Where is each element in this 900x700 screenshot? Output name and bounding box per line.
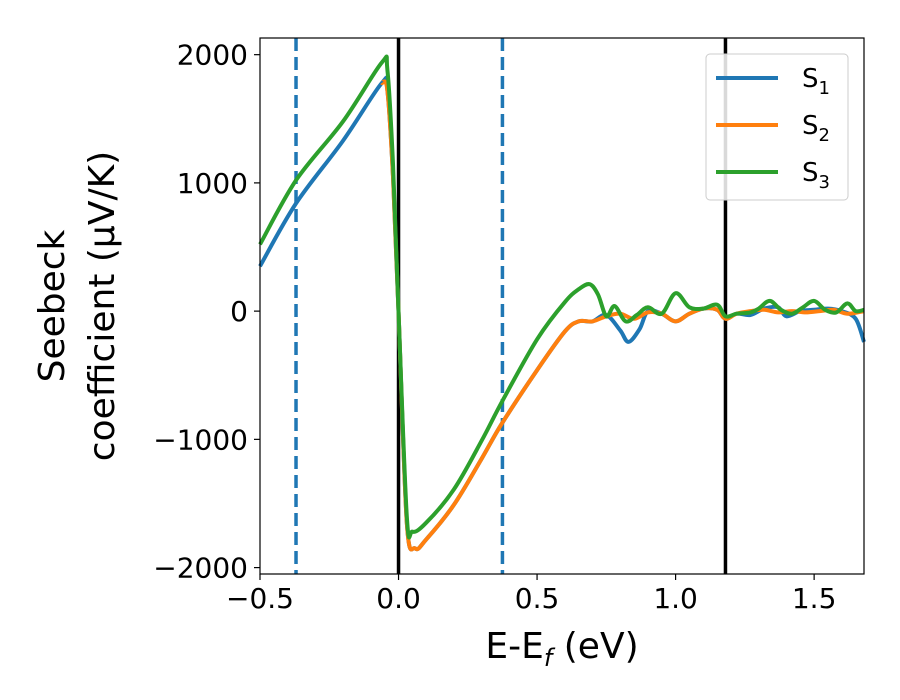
y-axis-ticks: −2000 −1000 0 1000 2000 [153, 39, 260, 585]
y-axis-label-line2: coefficient (μV/K) [82, 151, 123, 461]
x-tick-label: 1.5 [792, 582, 837, 615]
legend-label-s1: S1 [802, 64, 830, 99]
y-axis-label: Seebeck coefficient (μV/K) [32, 151, 123, 461]
y-axis-label-line1: Seebeck [32, 229, 73, 382]
x-axis-ticks: −0.5 0.0 0.5 1.0 1.5 [226, 574, 836, 615]
series-line-s3 [258, 54, 865, 540]
y-tick-label: −2000 [153, 552, 248, 585]
series-lines [258, 54, 866, 552]
x-axis-label: E-Ef (eV) [485, 626, 638, 672]
y-tick-label: −1000 [153, 423, 248, 456]
y-tick-label: 2000 [177, 39, 248, 72]
legend-label-s3: S3 [802, 158, 830, 193]
x-tick-label: −0.5 [226, 582, 294, 615]
legend: S1 S2 S3 [705, 53, 849, 201]
y-tick-label: 1000 [177, 167, 248, 200]
plot-frame [259, 37, 865, 575]
x-tick-label: 0.0 [376, 582, 421, 615]
x-tick-label: 1.0 [653, 582, 698, 615]
legend-label-s2: S2 [802, 111, 830, 146]
y-tick-label: 0 [230, 295, 248, 328]
x-tick-label: 0.5 [515, 582, 560, 615]
